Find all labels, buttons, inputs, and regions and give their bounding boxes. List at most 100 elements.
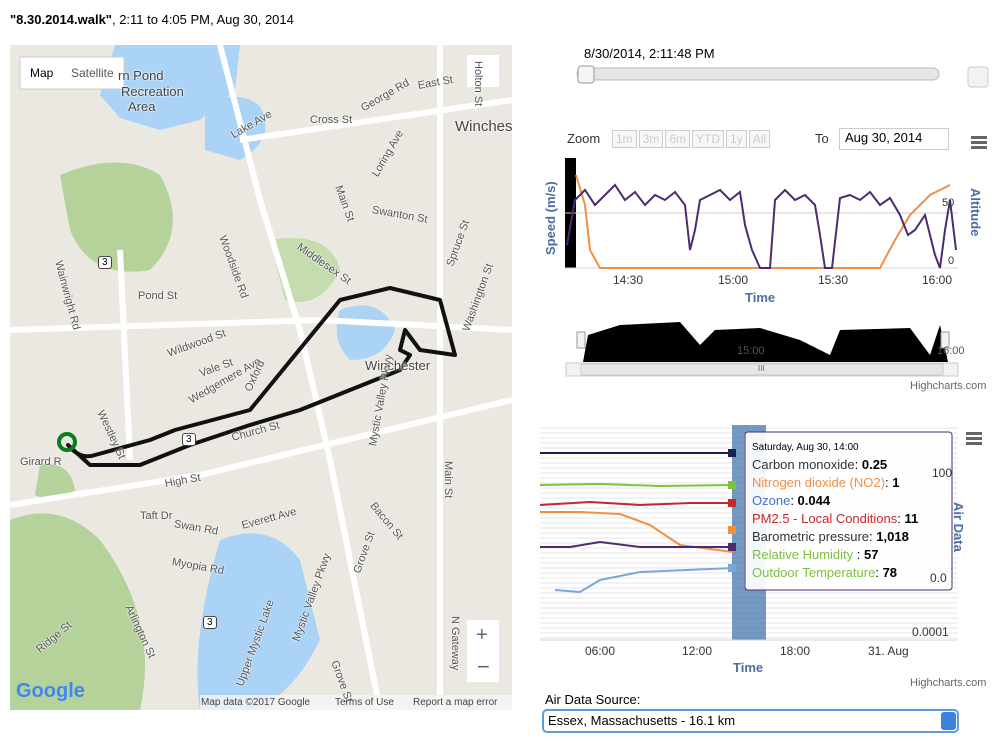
route-shield: 3 (182, 433, 196, 446)
route-shield: 3 (203, 616, 217, 629)
tooltip-row: Ozone: 0.044 (752, 492, 918, 510)
y-tick-label: 0.0001 (912, 625, 949, 639)
map-label: Area (128, 99, 156, 114)
separator: : (854, 457, 862, 472)
tooltip-row: Relative Humidity : 57 (752, 546, 918, 564)
tooltip: Saturday, Aug 30, 14:00 Carbon monoxide:… (752, 442, 918, 582)
air-y-label: Air Data (951, 502, 966, 552)
navigator (565, 322, 959, 377)
air-shape (728, 481, 736, 489)
y-axis-label: Speed (m/s) (543, 181, 558, 255)
y2-axis-label: Altitude (968, 188, 983, 237)
separator: : (875, 565, 883, 580)
zoom-out[interactable]: − (477, 654, 490, 679)
x-tick-label: 18:00 (780, 644, 811, 658)
air-shape (540, 540, 733, 548)
tooltip-value: 78 (882, 565, 898, 580)
navigator-tick-label: 15:00 (737, 345, 765, 357)
zoom-button[interactable]: All (748, 130, 771, 148)
tooltip-row: Nitrogen dioxide (NO2): 1 (752, 474, 918, 492)
tooltip-title: Saturday, Aug 30, 14:00 (752, 442, 859, 453)
air-shape (554, 567, 734, 594)
title: "8.30.2014.walk" (10, 12, 112, 27)
air-shape (539, 482, 734, 488)
zoom-buttons: 1m 3m 6m YTD 1y All (612, 130, 772, 148)
tooltip-value: 1 (892, 475, 900, 490)
x-tick-label: 16:00 (922, 273, 953, 287)
y2-tick-label: 50 (942, 197, 955, 209)
select-arrow[interactable] (941, 712, 956, 730)
map-label: Winches (455, 118, 513, 135)
air-x-label: Time (733, 660, 764, 675)
zoom-in[interactable]: + (476, 624, 488, 646)
x-tick-label: 15:00 (718, 273, 749, 287)
map-label: Cross St (310, 114, 353, 126)
map-label: rn Pond (118, 68, 164, 83)
zoom-button[interactable]: 1y (726, 130, 747, 148)
tooltip-row: Outdoor Temperature: 78 (752, 564, 918, 582)
map-label: Girard R (20, 456, 62, 468)
slider-handle[interactable] (577, 65, 595, 84)
air-shape (728, 564, 736, 572)
menu-icon[interactable] (966, 432, 982, 445)
header: "8.30.2014.walk", 2:11 to 4:05 PM, Aug 3… (10, 12, 294, 27)
zoom-button[interactable]: 6m (665, 130, 691, 148)
x-tick-label: 31. Aug (868, 644, 909, 658)
tooltip-name: Ozone (752, 493, 791, 508)
tooltip-row: PM2.5 - Local Conditions: 11 (752, 510, 918, 528)
tooltip-name: Outdoor Temperature (752, 565, 876, 580)
separator: : (856, 547, 864, 562)
map-label: Main St (442, 461, 454, 499)
tooltip-name: Barometric pressure (752, 529, 870, 544)
zoom-button[interactable]: 3m (638, 130, 664, 148)
to-date[interactable]: Aug 30, 2014 (839, 128, 949, 150)
map-label: Recreation (121, 84, 184, 99)
satellite-button[interactable]: Satellite (71, 66, 114, 80)
credits: Highcharts.com (910, 380, 987, 392)
tooltip-name: Carbon monoxide (752, 457, 855, 472)
speed-chart (565, 136, 987, 269)
tooltip-row: Carbon monoxide: 0.25 (752, 456, 918, 474)
map-label: Pond St (138, 290, 178, 302)
route-shield: 3 (98, 256, 112, 269)
chart-icon[interactable] (967, 66, 989, 88)
subtitle: , 2:11 to 4:05 PM, Aug 30, 2014 (111, 12, 294, 27)
map-label: N Gateway (449, 616, 461, 671)
y-tick-label: 100 (932, 466, 953, 480)
tooltip-row: Barometric pressure: 1,018 (752, 528, 918, 546)
air-shape (728, 526, 736, 534)
air-shape (539, 500, 733, 507)
zoom-button[interactable]: YTD (692, 130, 725, 148)
tooltip-name: Nitrogen dioxide (NO2) (752, 475, 885, 490)
map (9, 44, 513, 711)
map-label: Holton St (472, 61, 484, 107)
x-tick-label: 14:30 (613, 273, 644, 287)
x-tick-label: 15:30 (818, 273, 849, 287)
air-shape (728, 543, 736, 551)
tooltip-value: 57 (864, 547, 879, 562)
select-box[interactable] (542, 709, 959, 733)
slider-time: 8/30/2014, 2:11:48 PM (584, 46, 715, 61)
zoom-button[interactable]: 1m (612, 130, 637, 148)
map-footer[interactable]: Terms of Use (335, 697, 394, 708)
map-button[interactable]: Map (30, 66, 54, 80)
x-axis-label: Time (745, 290, 776, 305)
y-tick-label: 0.0 (930, 571, 947, 585)
x-tick-label: 12:00 (682, 644, 713, 658)
air-shape (728, 499, 736, 507)
x-tick-label: 06:00 (585, 644, 616, 658)
separator: : (869, 529, 877, 544)
map-logo: Google (16, 680, 85, 702)
slider-track[interactable] (576, 67, 940, 81)
tooltip-value: 0.25 (861, 457, 888, 472)
map-label: Winchester (365, 358, 431, 373)
credits: Highcharts.com (910, 677, 987, 689)
tooltip-value: 1,018 (876, 529, 909, 544)
scroll-grip[interactable]: III (758, 364, 765, 373)
source-select[interactable]: Essex, Massachusetts - 16.1 km (548, 713, 736, 728)
separator: : (790, 493, 798, 508)
map-footer[interactable]: Report a map error (413, 697, 498, 708)
tooltip-value: 11 (904, 511, 919, 526)
